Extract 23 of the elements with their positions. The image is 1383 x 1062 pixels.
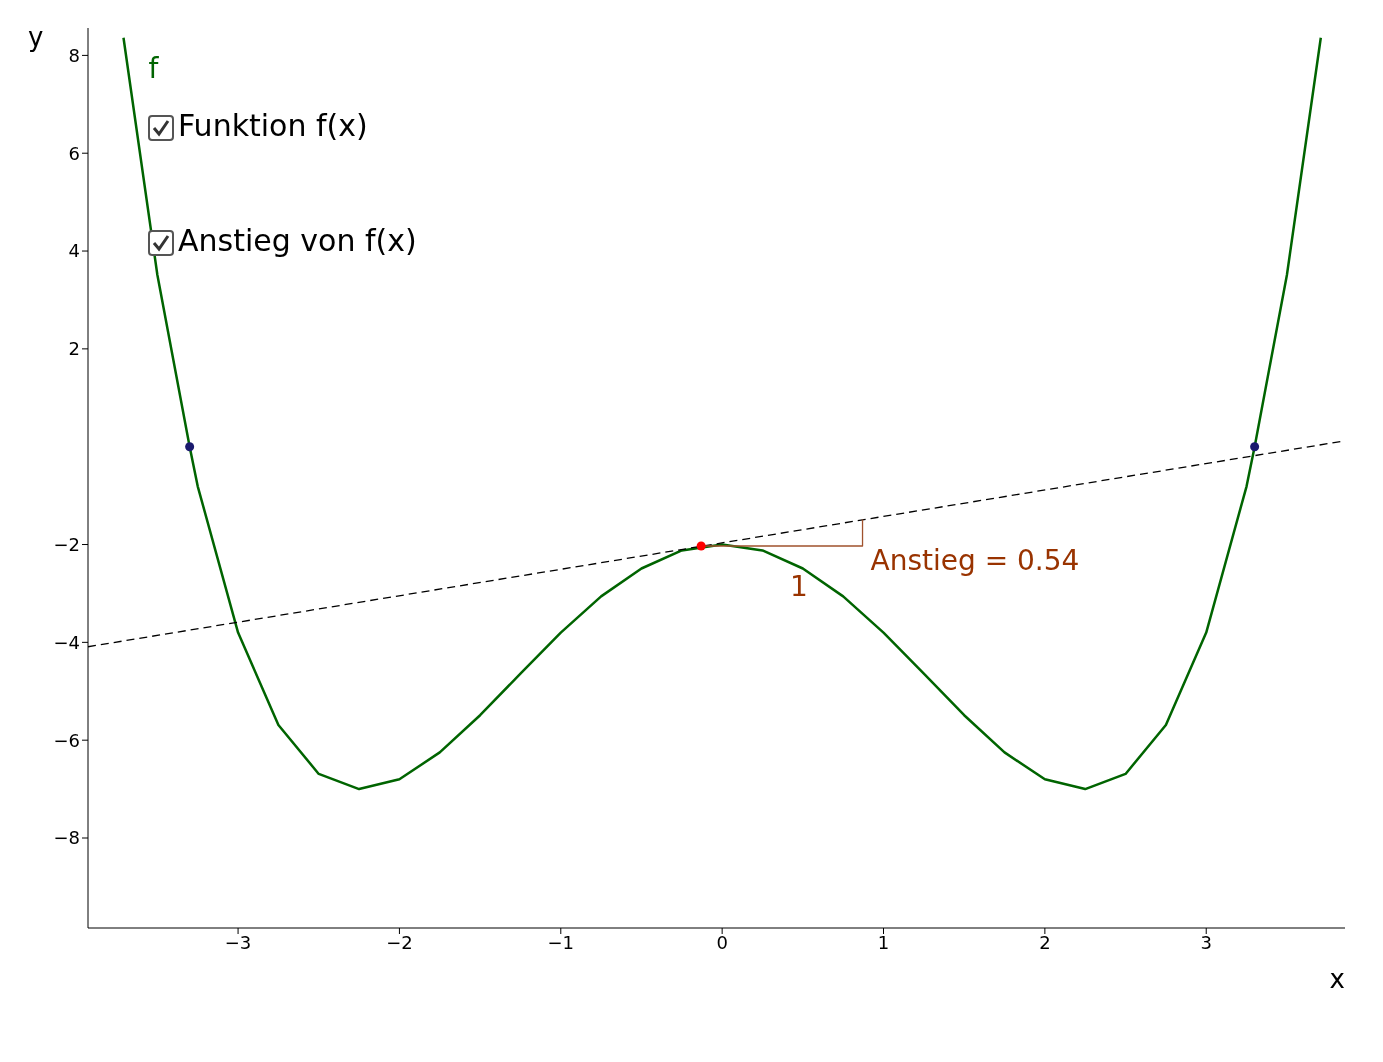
x-tick-label: −1 <box>547 931 575 953</box>
y-tick-label: −2 <box>53 533 80 555</box>
x-tick-label: 1 <box>877 931 890 953</box>
x-tick-label: −2 <box>386 931 413 953</box>
y-axis-title: y <box>28 22 44 53</box>
annotation: 1 <box>790 570 808 604</box>
annotation: Anstieg = 0.54 <box>870 543 1080 577</box>
series-label: f <box>148 51 160 85</box>
annotation: Funktion f(x) <box>178 108 368 143</box>
y-tick-label: 2 <box>68 338 80 360</box>
y-tick-label: 8 <box>68 44 80 66</box>
x-axis-title: x <box>1329 964 1345 994</box>
y-tick-label: 6 <box>68 142 80 164</box>
y-tick-label: −4 <box>53 631 80 653</box>
y-tick-label: 4 <box>68 240 80 262</box>
y-tick-label: −8 <box>53 827 80 849</box>
annotation: Anstieg von f(x) <box>178 223 417 258</box>
y-tick-label: −6 <box>53 729 80 751</box>
line-series <box>122 36 1323 791</box>
x-tick-label: 2 <box>1039 931 1051 953</box>
x-tick-label: 3 <box>1200 931 1212 953</box>
x-tick-label: 0 <box>716 931 728 953</box>
x-tick-label: −3 <box>224 931 252 953</box>
